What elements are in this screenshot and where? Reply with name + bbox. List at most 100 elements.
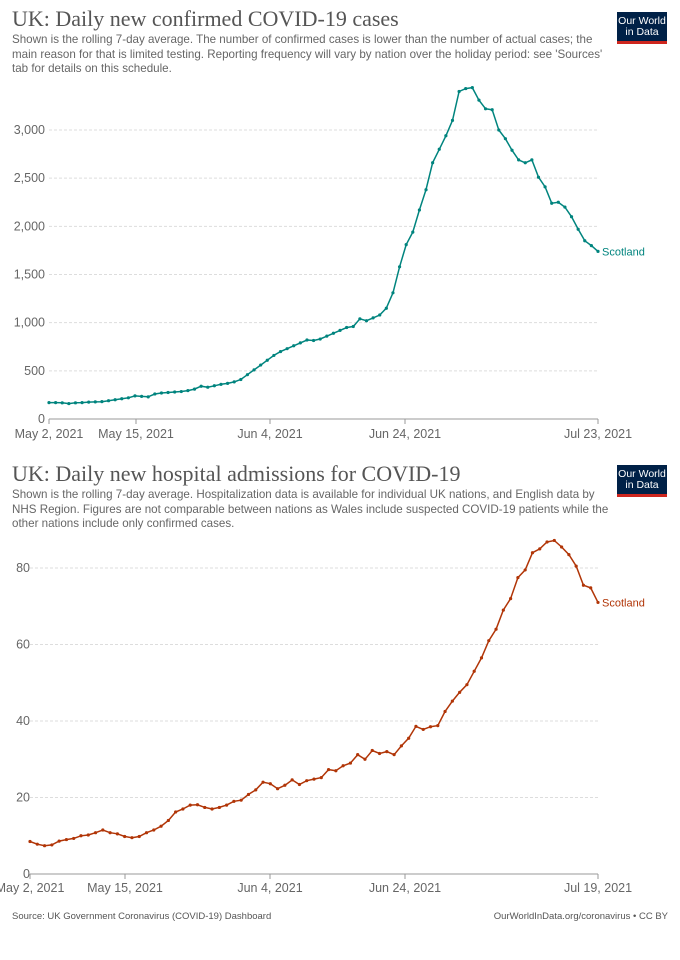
data-point [174, 810, 178, 814]
data-point [195, 803, 200, 807]
data-point [217, 805, 221, 810]
data-point [589, 244, 593, 248]
data-point [28, 839, 32, 844]
data-point [545, 540, 549, 544]
x-tick-label: May 2, 2021 [0, 881, 64, 895]
data-point [101, 828, 105, 832]
x-tick-label: Jul 23, 2021 [564, 427, 632, 441]
data-point [232, 799, 236, 803]
data-point [377, 751, 382, 756]
data-point [583, 239, 587, 243]
x-tick-label: May 15, 2021 [87, 881, 163, 895]
data-point [552, 538, 556, 543]
data-point [265, 358, 269, 362]
data-point [311, 338, 316, 343]
data-point [443, 709, 447, 714]
data-point [501, 608, 505, 612]
chart-1-subtitle: Shown is the rolling 7-day average. The … [12, 33, 603, 75]
data-point [417, 208, 422, 212]
y-tick-label: 20 [16, 791, 30, 805]
data-point [450, 699, 454, 703]
data-point [370, 748, 374, 753]
data-point [212, 384, 216, 388]
data-point [596, 249, 600, 253]
data-point [569, 215, 574, 219]
data-point [54, 401, 58, 405]
data-point [356, 753, 360, 757]
data-point [589, 586, 593, 590]
data-point [523, 568, 527, 572]
data-point [470, 86, 474, 90]
data-point [239, 377, 243, 382]
data-point [137, 834, 141, 839]
data-point [563, 205, 567, 209]
data-point [290, 778, 294, 782]
data-point [378, 313, 382, 317]
data-point [120, 397, 124, 401]
owid-logo[interactable]: Our World in Data [617, 12, 667, 44]
data-point [113, 398, 117, 402]
data-point [146, 395, 150, 399]
data-point [115, 832, 119, 836]
data-point [166, 390, 170, 395]
data-point [239, 798, 243, 802]
data-point [411, 230, 415, 234]
x-tick-label: Jul 19, 2021 [564, 881, 632, 895]
data-point [35, 842, 39, 846]
data-point [444, 134, 448, 138]
data-point [348, 761, 353, 765]
y-tick-label: 3,000 [14, 123, 45, 137]
data-point [272, 353, 276, 358]
data-point [225, 381, 230, 385]
data-point [57, 839, 61, 843]
data-point [179, 389, 183, 394]
data-point [106, 399, 111, 403]
data-point [297, 782, 302, 787]
data-point [292, 344, 296, 348]
data-point [72, 836, 76, 841]
data-point [140, 394, 144, 398]
data-point [436, 723, 440, 728]
data-point [483, 107, 488, 111]
data-point [152, 828, 156, 832]
data-point [275, 787, 280, 791]
data-point [186, 388, 190, 393]
data-point [581, 583, 586, 587]
data-point [181, 807, 185, 811]
data-point [431, 161, 435, 165]
data-point [338, 328, 342, 332]
data-point [319, 776, 323, 780]
data-point [268, 782, 272, 786]
data-point [67, 401, 71, 406]
data-point [392, 753, 396, 757]
data-point [428, 725, 433, 729]
data-point [192, 387, 197, 391]
data-point [312, 777, 316, 781]
data-point [404, 243, 408, 247]
data-point [487, 639, 491, 643]
data-point [530, 551, 535, 555]
data-point [123, 834, 127, 839]
chart-1-title: UK: Daily new confirmed COVID-19 cases [12, 6, 399, 31]
data-point [567, 553, 571, 557]
credit-link[interactable]: OurWorldInData.org/coronavirus • CC BY [493, 911, 668, 922]
data-point [261, 780, 265, 784]
data-point [133, 394, 137, 398]
data-point [574, 564, 578, 568]
data-point [407, 736, 411, 740]
data-point [259, 363, 263, 367]
x-tick-label: Jun 24, 2021 [369, 881, 441, 895]
data-point [47, 401, 51, 405]
data-point [576, 227, 580, 231]
data-point [246, 792, 251, 797]
data-point [50, 843, 54, 847]
data-point [159, 391, 164, 395]
data-point [80, 401, 84, 405]
y-tick-label: 2,500 [14, 171, 45, 185]
data-point [364, 319, 369, 323]
y-tick-label: 40 [16, 714, 30, 728]
series-label: Scotland [602, 246, 645, 258]
owid-logo-2[interactable]: Our World in Data [617, 465, 667, 497]
data-point [93, 831, 98, 835]
